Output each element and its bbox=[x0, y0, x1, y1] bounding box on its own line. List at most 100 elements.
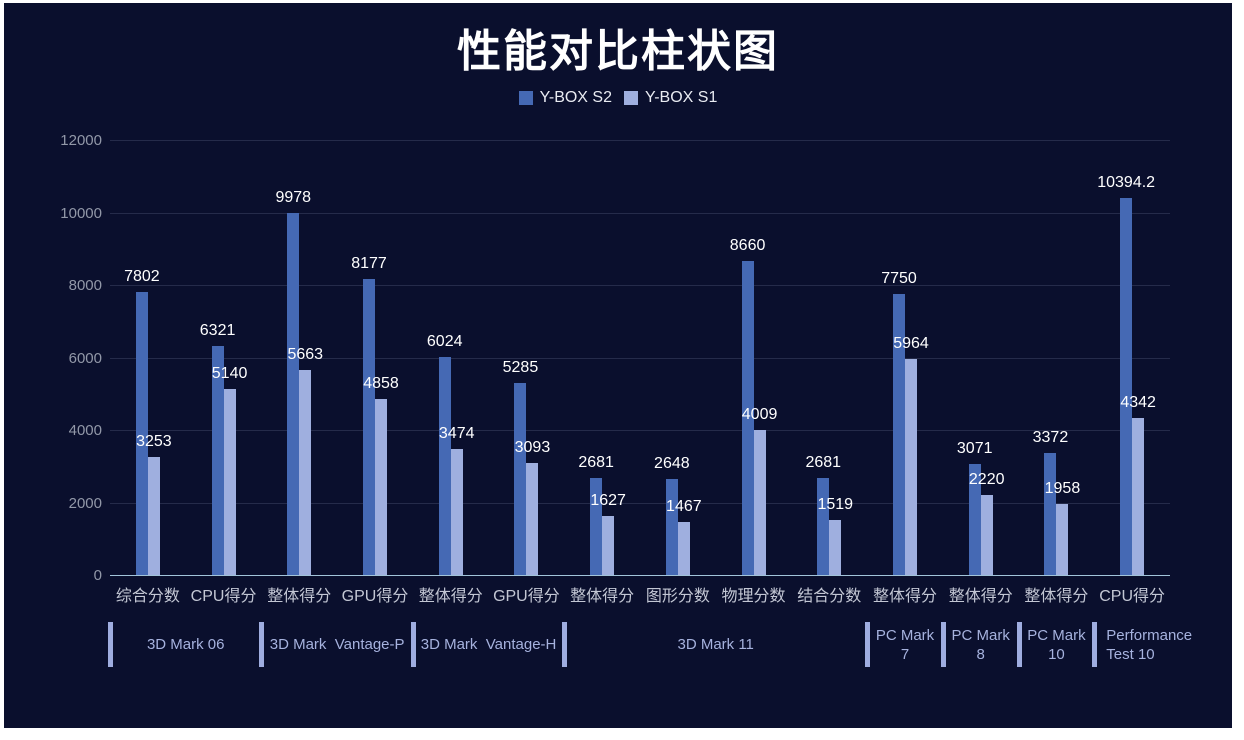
category-label: 图形分数 bbox=[645, 588, 710, 605]
category-label: 整体得分 bbox=[872, 588, 937, 605]
group-divider bbox=[108, 622, 113, 667]
group-label: 3D Mark 11 bbox=[677, 636, 754, 653]
y-tick-label: 2000 bbox=[68, 494, 102, 512]
group-label: PC Mark 8 bbox=[951, 626, 1015, 663]
bar-value-label: 6321 bbox=[199, 321, 236, 339]
bar-value-label: 3253 bbox=[136, 433, 172, 451]
bar-value-label: 6024 bbox=[426, 332, 463, 350]
bar-value-label: 2648 bbox=[654, 455, 690, 472]
bar-y-box-s1 bbox=[450, 449, 463, 575]
bar-y-box-s2 bbox=[514, 383, 527, 575]
bar-y-box-s2 bbox=[363, 278, 375, 575]
group-divider bbox=[1092, 622, 1098, 667]
category-label: 整体得分 bbox=[948, 588, 1013, 605]
bar-value-label: 5663 bbox=[287, 345, 324, 363]
bar-y-box-s1 bbox=[1056, 504, 1069, 575]
group-label: Performance Test 10 bbox=[1106, 626, 1197, 663]
y-tick-label: 10000 bbox=[60, 204, 102, 222]
bar-value-label: 10394.2 bbox=[1097, 174, 1156, 192]
group-label: 3D Mark 06 bbox=[146, 636, 225, 653]
y-tick-label: 12000 bbox=[60, 132, 102, 149]
legend-label: Y-BOX S1 bbox=[645, 89, 718, 106]
chart-canvas: 性能对比柱状图 Y-BOX S2 Y-BOX S1 0 2000 4000 6000 80… bbox=[4, 3, 1232, 728]
category-label: CPU得分 bbox=[190, 588, 257, 605]
legend-swatch-icon bbox=[624, 91, 638, 105]
bar-y-box-s2 bbox=[741, 261, 754, 575]
bar-value-label: 3093 bbox=[514, 438, 551, 456]
gridline bbox=[110, 212, 1170, 214]
gridline bbox=[110, 357, 1170, 359]
bar-y-box-s1 bbox=[980, 494, 993, 575]
gridline bbox=[110, 285, 1170, 286]
bar-value-label: 1467 bbox=[666, 497, 702, 515]
bar-value-label: 1958 bbox=[1044, 480, 1081, 498]
group-divider bbox=[410, 622, 416, 667]
bar-value-label: 8660 bbox=[729, 237, 766, 255]
bar-y-box-s1 bbox=[526, 462, 539, 575]
bar-y-box-s1 bbox=[753, 429, 766, 575]
group-divider bbox=[259, 622, 265, 667]
bar-value-label: 3071 bbox=[956, 439, 993, 457]
group-label: PC Mark 10 bbox=[1027, 626, 1090, 663]
bar-value-label: 8177 bbox=[351, 254, 387, 272]
category-label: GPU得分 bbox=[341, 588, 409, 605]
group-label: PC Mark 7 bbox=[875, 626, 939, 663]
category-label: 整体得分 bbox=[418, 588, 483, 605]
bar-y-box-s2 bbox=[287, 213, 300, 575]
bar-value-label: 7750 bbox=[881, 270, 917, 288]
bar-value-label: 7802 bbox=[124, 268, 160, 286]
bar-y-box-s1 bbox=[147, 457, 160, 575]
x-axis-line bbox=[110, 575, 1170, 576]
bar-y-box-s2 bbox=[1044, 452, 1057, 575]
bar-y-box-s2 bbox=[438, 356, 451, 575]
category-label: 结合分数 bbox=[797, 588, 862, 605]
category-label: 物理分数 bbox=[721, 588, 786, 605]
bar-y-box-s2 bbox=[893, 294, 905, 575]
bar-y-box-s1 bbox=[375, 398, 387, 575]
group-label: 3D Mark Vantage-H bbox=[420, 636, 557, 653]
bar-y-box-s1 bbox=[829, 519, 842, 575]
bar-value-label: 5285 bbox=[502, 359, 539, 377]
category-label: 整体得分 bbox=[570, 588, 635, 605]
bar-value-label: 1627 bbox=[590, 492, 626, 510]
category-label: CPU得分 bbox=[1099, 588, 1166, 605]
group-divider bbox=[562, 622, 568, 667]
legend-label: Y-BOX S2 bbox=[539, 89, 612, 106]
category-label: GPU得分 bbox=[493, 588, 560, 605]
group-divider bbox=[1016, 622, 1022, 667]
legend-swatch-icon bbox=[518, 91, 533, 105]
bar-y-box-s2 bbox=[665, 479, 678, 575]
legend: Y-BOX S2 Y-BOX S1 bbox=[4, 89, 1232, 107]
group-divider bbox=[865, 622, 871, 667]
plot-area: 0 2000 4000 6000 8000 10000 12000 7802 3253 综合分数 6… bbox=[60, 133, 1192, 667]
bar-y-box-s1 bbox=[602, 516, 615, 575]
bar-y-box-s2 bbox=[590, 477, 603, 575]
bar-y-box-s1 bbox=[1132, 417, 1145, 575]
bar-value-label: 3372 bbox=[1032, 428, 1069, 446]
bar-value-label: 4342 bbox=[1120, 393, 1156, 411]
category-label: 整体得分 bbox=[1024, 588, 1089, 605]
bar-y-box-s2 bbox=[817, 477, 830, 575]
legend-item-1[interactable]: Y-BOX S1 bbox=[624, 89, 717, 107]
bar-value-label: 2681 bbox=[805, 453, 842, 471]
bar-value-label: 4858 bbox=[363, 374, 399, 392]
bar-y-box-s1 bbox=[223, 388, 236, 575]
bar-value-label: 2220 bbox=[968, 470, 1005, 488]
category-label: 整体得分 bbox=[267, 588, 332, 605]
category-label: 综合分数 bbox=[115, 588, 180, 605]
bar-value-label: 2681 bbox=[578, 453, 614, 471]
bar-y-box-s1 bbox=[677, 521, 690, 575]
y-tick-label: 8000 bbox=[68, 277, 102, 294]
bar-y-box-s2 bbox=[1120, 198, 1133, 575]
bar-value-label: 4009 bbox=[741, 405, 778, 423]
bar-value-label: 1519 bbox=[817, 495, 854, 513]
bar-y-box-s1 bbox=[299, 369, 312, 575]
legend-item-0[interactable]: Y-BOX S2 bbox=[518, 89, 612, 107]
bar-y-box-s1 bbox=[905, 358, 917, 575]
y-tick-label: 6000 bbox=[68, 349, 102, 367]
gridline bbox=[110, 140, 1170, 141]
y-tick-label: 0 bbox=[93, 567, 102, 584]
bar-value-label: 3474 bbox=[438, 425, 475, 443]
bar-value-label: 9978 bbox=[275, 189, 312, 207]
group-divider bbox=[940, 622, 946, 667]
